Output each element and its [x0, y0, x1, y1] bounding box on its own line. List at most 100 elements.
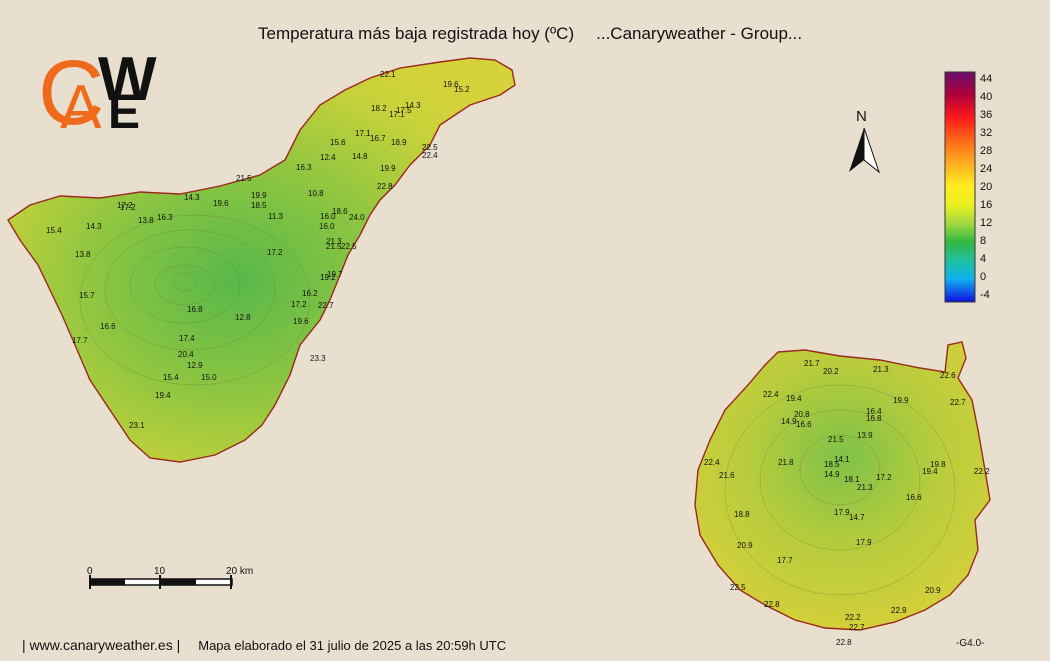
tenerife-temperature-label: 17.1	[355, 129, 371, 138]
tenerife-temperature-label: 14.3	[86, 222, 102, 231]
gran-canaria-temperature-label: 16.6	[796, 420, 812, 429]
legend-label: 8	[980, 235, 987, 247]
gran-canaria-temperature-label: 20.9	[737, 541, 753, 550]
tenerife-temperature-label: 19.6	[213, 199, 229, 208]
tenerife-temperature-label: 22.5	[422, 143, 438, 152]
tenerife-readings: 22.119.615.218.2 17.514.317.117.116.715.6…	[46, 70, 470, 430]
tenerife-temperature-label: 19.4	[155, 391, 171, 400]
canaryweather-logo: C A W E	[38, 42, 157, 144]
tenerife-island	[7, 57, 516, 463]
legend-label: 24	[980, 163, 993, 175]
footer: | www.canaryweather.es | Mapa elaborado e…	[22, 637, 506, 653]
tenerife-temperature-label: 17.2	[267, 248, 283, 257]
tenerife-temperature-label: 20.4	[178, 350, 194, 359]
gran-canaria-island	[694, 341, 991, 631]
tenerife-temperature-label: 12.4	[320, 153, 336, 162]
gran-canaria-temperature-label: 21.3	[857, 483, 873, 492]
gran-canaria-temperature-label: 19.8	[930, 460, 946, 469]
gran-canaria-temperature-label: 14.7	[849, 513, 865, 522]
gran-canaria-temperature-label: 19.4	[786, 394, 802, 403]
tenerife-temperature-label: 13.8	[75, 250, 91, 259]
tenerife-temperature-label: 14.3	[405, 101, 421, 110]
tenerife-temperature-label: 19.6	[293, 317, 309, 326]
scale-tick-0: 0	[87, 566, 93, 577]
gran-canaria-temperature-label: 20.9	[925, 586, 941, 595]
tenerife-temperature-label: 15.2	[454, 85, 470, 94]
tenerife-temperature-label: 17.2	[120, 203, 136, 212]
tenerife-temperature-label: 16.2	[302, 289, 318, 298]
legend-label: 16	[980, 199, 993, 211]
gran-canaria-temperature-label: 22.2	[845, 613, 861, 622]
scale-tick-10: 10	[154, 566, 166, 577]
tenerife-temperature-label: 19.7	[327, 270, 343, 279]
tenerife-temperature-label: 15.6	[330, 138, 346, 147]
gran-canaria-temperature-label: 18.5	[824, 460, 840, 469]
tenerife-temperature-label: 16.6	[100, 322, 116, 331]
tenerife-temperature-label: 22.5	[341, 242, 357, 251]
gran-canaria-temperature-label: 18.8	[734, 510, 750, 519]
map-subtitle: ...Canaryweather - Group...	[596, 24, 803, 43]
tenerife-temperature-label: 17.1	[389, 110, 405, 119]
version-label: -G4.0-	[956, 638, 985, 649]
gran-canaria-temperature-label: 20.8	[794, 410, 810, 419]
gran-canaria-temperature-label: 21.5	[828, 435, 844, 444]
gran-canaria-contours	[724, 384, 956, 596]
legend-label: 28	[980, 145, 993, 157]
map-title-bar: Temperatura más baja registrada hoy (ºC)…	[258, 24, 802, 44]
tenerife-temperature-label: 18.5	[251, 201, 267, 210]
tenerife-temperature-label: 23.3	[310, 354, 326, 363]
tenerife-temperature-label: 15.4	[163, 373, 179, 382]
tenerife-temperature-label: 14.8	[352, 152, 368, 161]
tenerife-temperature-label: 15.0	[201, 373, 217, 382]
legend-label: 12	[980, 217, 993, 229]
gran-canaria-temperature-label: 14.1	[834, 455, 850, 464]
tenerife-temperature-label: 22.1	[380, 70, 396, 79]
gran-canaria-temperature-label: 22.4	[704, 458, 720, 467]
tenerife-temperature-label: 23.1	[129, 421, 145, 430]
tenerife-temperature-label: 16.7	[370, 134, 386, 143]
gran-canaria-temperature-label: 22.8	[836, 638, 852, 647]
legend-label: 4	[980, 253, 987, 265]
tenerife-temperature-label: 18.9	[391, 138, 407, 147]
legend-label: -4	[980, 289, 990, 301]
map-title: Temperatura más baja registrada hoy (ºC)	[258, 24, 575, 43]
tenerife-temperature-label: 16.0	[320, 212, 336, 221]
tenerife-temperature-label: 21.5	[236, 174, 252, 183]
tenerife-temperature-label: 17.4	[179, 334, 195, 343]
tenerife-temperature-label: 18.2	[371, 104, 387, 113]
gran-canaria-temperature-label: 14.9	[781, 417, 797, 426]
tenerife-temperature-label: 19.9	[380, 164, 396, 173]
gran-canaria-temperature-label: 17.9	[834, 508, 850, 517]
gran-canaria-temperature-label: 17.2	[876, 473, 892, 482]
tenerife-temperature-label: 16.3	[296, 163, 312, 172]
gran-canaria-temperature-label: 22.2	[974, 467, 990, 476]
tenerife-temperature-label: 17.7	[72, 336, 88, 345]
footer-site-link[interactable]: | www.canaryweather.es |	[22, 637, 181, 653]
tenerife-temperature-label: 12.9	[187, 361, 203, 370]
gran-canaria-temperature-label: 22.9	[891, 606, 907, 615]
tenerife-contours	[79, 214, 311, 386]
gran-canaria-temperature-label: 22.5	[730, 583, 746, 592]
scale-tick-20: 20 km	[226, 566, 253, 577]
tenerife-temperature-label: 16.0	[319, 222, 335, 231]
tenerife-temperature-label: 16.8	[187, 305, 203, 314]
tenerife-temperature-label: 14.3	[184, 193, 200, 202]
logo-letter-c: C	[38, 42, 104, 144]
tenerife-temperature-label: 12.8	[235, 313, 251, 322]
tenerife-temperature-label: 19.9	[251, 191, 267, 200]
legend-label: 36	[980, 109, 993, 121]
tenerife-temperature-label: 19.6	[443, 80, 459, 89]
footer-note: Mapa elaborado el 31 julio de 2025 a las…	[198, 638, 507, 653]
gran-canaria-temperature-label: 20.2	[823, 367, 839, 376]
gran-canaria-temperature-label: 22.6	[940, 371, 956, 380]
tenerife-temperature-label: 10.8	[308, 189, 324, 198]
tenerife-temperature-label: 15.4	[46, 226, 62, 235]
tenerife-temperature-label: 17.2	[117, 201, 133, 210]
tenerife-temperature-label: 22.7	[318, 301, 334, 310]
gran-canaria-temperature-label: 21.3	[873, 365, 889, 374]
logo-letter-w: W	[98, 45, 157, 114]
gran-canaria-temperature-label: 21.8	[778, 458, 794, 467]
gran-canaria-temperature-label: 17.7	[777, 556, 793, 565]
tenerife-temperature-label: 21.3	[326, 237, 342, 246]
